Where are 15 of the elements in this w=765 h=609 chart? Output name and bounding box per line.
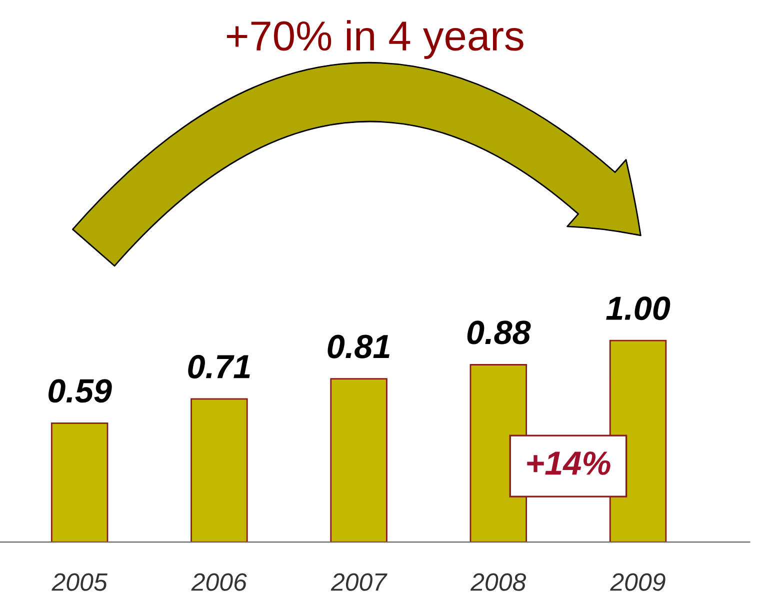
chart-title: +70% in 4 years bbox=[226, 20, 524, 60]
data-label: 0.88 bbox=[467, 320, 531, 344]
bar bbox=[330, 378, 388, 542]
data-label: 0.59 bbox=[48, 379, 112, 403]
x-tick-label: 2007 bbox=[330, 573, 388, 591]
bar bbox=[50, 422, 108, 542]
x-tick-label: 2009 bbox=[610, 573, 666, 591]
annotation: +14% bbox=[527, 452, 610, 475]
data-label: 0.81 bbox=[328, 334, 390, 358]
data-label: 1.00 bbox=[606, 296, 670, 320]
bar bbox=[190, 398, 248, 542]
x-tick-label: 2008 bbox=[470, 573, 526, 591]
x-tick-label: 2005 bbox=[52, 573, 108, 591]
x-tick-label: 2006 bbox=[191, 573, 247, 591]
data-label: 0.71 bbox=[188, 354, 250, 379]
